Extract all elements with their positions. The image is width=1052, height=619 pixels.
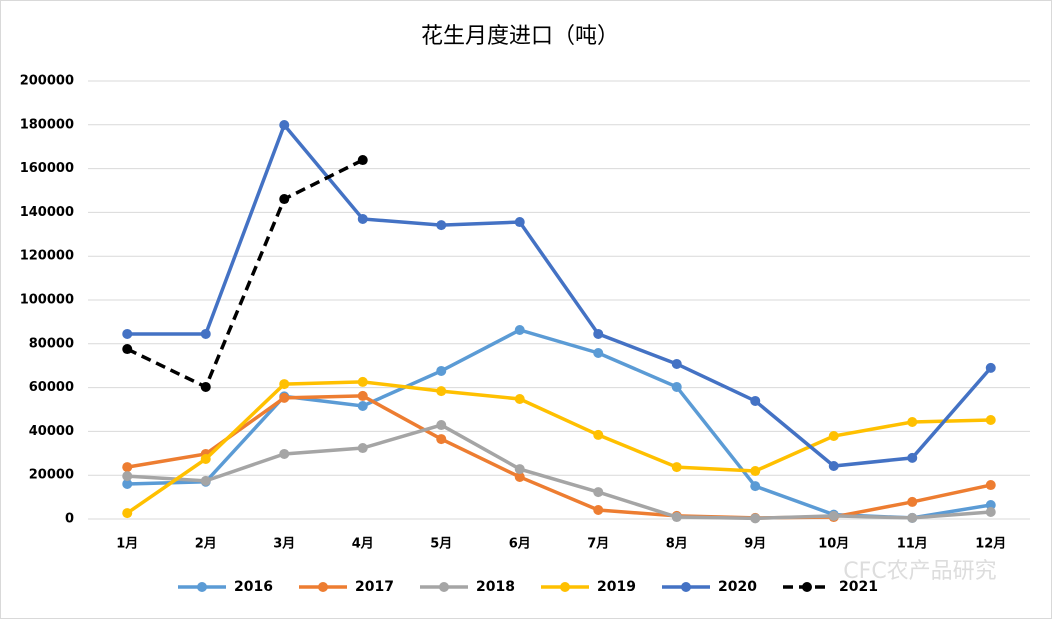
point [671,381,682,392]
y-tick-label: 0 [65,512,74,527]
point [279,120,290,131]
point [671,512,682,523]
point [907,416,918,427]
point [985,362,996,373]
point [279,448,290,459]
point [122,508,133,519]
point [985,499,996,510]
x-tick-label: 11月 [897,537,928,552]
series-line [126,380,991,515]
point [828,430,839,441]
point [122,471,133,482]
point [200,328,211,339]
x-tick-label: 8月 [666,537,688,552]
legend-label: 2018 [476,579,515,595]
legend-marker [681,582,691,592]
x-tick-label: 6月 [509,537,531,552]
y-tick-label: 20000 [29,468,74,483]
point [828,461,839,472]
point [750,395,761,406]
point [436,386,447,397]
point [122,328,133,339]
series-line [126,394,992,520]
point [514,393,525,404]
point [514,325,525,336]
x-tick-label: 9月 [744,537,766,552]
point [357,376,368,387]
point [750,513,761,524]
x-tick-label: 10月 [818,537,849,552]
point [279,392,290,403]
legend-label: 2021 [839,579,878,595]
x-tick-label: 4月 [352,537,374,552]
legend-marker [318,582,328,592]
point [357,400,368,411]
legend-label: 2020 [718,579,757,595]
point [750,481,761,492]
point [436,434,447,445]
x-tick-label: 3月 [273,537,295,552]
point [122,462,133,473]
point [593,487,604,498]
point [436,365,447,376]
point [514,217,525,228]
point [907,452,918,463]
legend-label: 2016 [234,579,273,595]
point [357,213,368,224]
point [671,462,682,473]
point [671,358,682,369]
y-tick-label: 120000 [20,249,74,264]
legend-marker [560,582,570,592]
point [593,328,604,339]
legend-marker [197,582,207,592]
x-tick-label: 7月 [587,537,609,552]
point [200,453,211,464]
legend-label: 2017 [355,579,394,595]
point [750,466,761,477]
legend-marker [802,582,812,592]
chart-title: 花生月度进口（吨） [421,24,619,49]
point [436,420,447,431]
point [828,510,839,521]
series-line [127,121,993,468]
legend-marker [439,582,449,592]
point [200,381,211,392]
legend-label: 2019 [597,579,636,595]
point [907,496,918,507]
x-tick-label: 2月 [195,537,217,552]
y-tick-label: 140000 [20,205,74,220]
x-tick-label: 5月 [430,537,452,552]
point [593,347,604,358]
point [279,379,290,390]
point [514,471,525,482]
point [357,155,368,166]
point [593,429,604,440]
point [436,220,447,231]
x-tick-label: 12月 [975,537,1006,552]
y-tick-label: 80000 [29,336,74,351]
point [279,194,290,205]
x-tick-label: 1月 [116,537,138,552]
watermark: CFC农产品研究 [843,559,996,584]
point [514,464,525,475]
y-tick-label: 60000 [29,380,74,395]
point [985,415,996,426]
point [357,390,368,401]
point [985,480,996,491]
series-line [127,423,991,521]
y-tick-label: 180000 [20,117,74,132]
point [907,512,918,523]
y-tick-label: 200000 [20,74,74,89]
point [122,478,133,489]
point [200,475,211,486]
point [357,443,368,454]
y-tick-label: 160000 [20,161,74,176]
point [985,506,996,517]
point [122,344,133,355]
point [593,505,604,516]
y-tick-label: 100000 [20,293,74,308]
y-tick-label: 40000 [29,424,74,439]
